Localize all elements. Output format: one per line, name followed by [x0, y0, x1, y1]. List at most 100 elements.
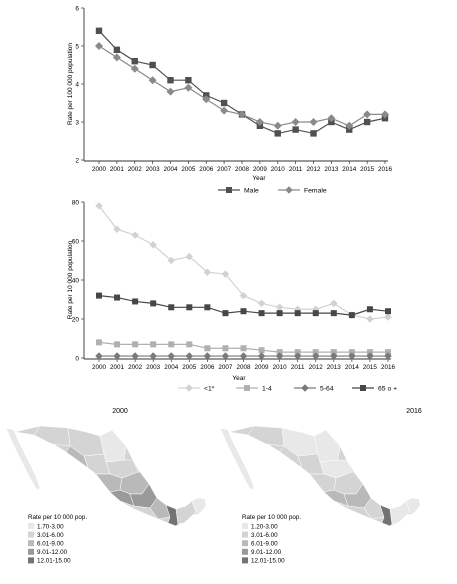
y-tick-label: 20 — [72, 316, 80, 323]
data-point — [310, 130, 317, 137]
x-tick-label: 2000 — [92, 364, 107, 371]
legend: <1* 1-4 5-64 65 o + — [178, 384, 397, 392]
x-tick-label: 2006 — [199, 166, 214, 173]
legend-label: Male — [244, 187, 259, 194]
data-point — [330, 352, 338, 360]
legend-label: 12.01-15.00 — [37, 558, 71, 565]
x-tick-label: 2002 — [128, 166, 143, 173]
x-tick-label: 2001 — [110, 364, 125, 371]
data-point — [150, 341, 157, 348]
x-tick-label: 2007 — [217, 166, 232, 173]
data-point — [273, 121, 282, 130]
data-point — [239, 291, 248, 300]
data-point — [112, 53, 121, 62]
data-point — [131, 352, 139, 360]
data-point — [258, 310, 265, 317]
map-state — [309, 473, 337, 493]
map-2016: 2016 Rate per 10 000 pop. 1.20-3.00 3.01-… — [219, 408, 422, 565]
x-tick-label: 2008 — [235, 166, 250, 173]
data-point — [240, 308, 247, 315]
x-tick-label: 2007 — [218, 364, 233, 371]
chart-age-rates: Rate per 10 000 population Year 0 20 40 60 8… — [67, 199, 397, 392]
data-point — [274, 130, 281, 137]
data-point — [293, 352, 302, 360]
y-axis-label: Rate per 10 000 population — [67, 240, 74, 319]
data-point — [113, 352, 121, 360]
legend-swatch — [242, 557, 248, 564]
data-point — [166, 87, 175, 96]
data-point — [276, 310, 283, 317]
data-point — [131, 58, 138, 65]
legend-swatch — [242, 523, 248, 529]
x-tick-label: 2014 — [342, 166, 357, 173]
x-tick-label: 2012 — [309, 364, 324, 371]
x-tick-label: 2015 — [363, 364, 378, 371]
x-tick-label: 2008 — [236, 364, 251, 371]
map-year-label: 2016 — [406, 408, 422, 415]
data-point — [366, 352, 374, 360]
x-tick-label: 2003 — [146, 364, 161, 371]
map-state — [279, 445, 303, 469]
data-point — [363, 110, 372, 119]
data-point — [203, 352, 212, 360]
legend-label: 3.01-6.00 — [37, 532, 64, 539]
y-tick-label: 0 — [75, 355, 79, 362]
map-year-label: 2000 — [112, 408, 128, 415]
map-baja-peninsula — [5, 427, 41, 491]
y-tick-label: 60 — [72, 238, 80, 245]
data-point — [113, 46, 121, 53]
y-tick-label: 2 — [75, 157, 79, 164]
data-point — [275, 303, 284, 312]
data-point — [149, 352, 157, 360]
map-legend-title: Rate per 10 000 pop. — [28, 514, 87, 521]
y-tick-label: 3 — [75, 119, 79, 126]
axes — [81, 7, 388, 164]
data-point — [185, 352, 194, 360]
data-point — [385, 308, 391, 315]
y-tick-label: 4 — [75, 81, 79, 88]
legend-label: 1-4 — [262, 385, 272, 392]
map-state — [95, 473, 123, 493]
data-point — [366, 349, 373, 356]
legend-label: Female — [304, 187, 327, 194]
data-point — [95, 27, 103, 34]
legend-marker — [360, 385, 366, 391]
data-point — [203, 268, 212, 276]
data-point — [255, 118, 264, 126]
data-point — [292, 126, 299, 133]
data-point — [168, 304, 175, 311]
data-point — [132, 298, 139, 305]
series-marks — [95, 202, 392, 360]
legend-swatch — [28, 557, 34, 564]
x-axis-label: Year — [252, 175, 266, 182]
data-point — [327, 114, 336, 123]
data-point — [257, 299, 266, 308]
data-point — [220, 99, 228, 107]
data-point — [131, 231, 139, 239]
map-baja-peninsula — [219, 427, 255, 491]
data-point — [345, 121, 354, 130]
y-tick-label: 80 — [72, 199, 80, 206]
map-state — [345, 505, 373, 520]
data-point — [95, 352, 103, 360]
map-state — [33, 425, 71, 447]
legend-label: 9.01-12.00 — [251, 549, 282, 556]
map-state — [247, 425, 285, 447]
x-tick-label: 2011 — [289, 166, 303, 173]
chart-sex-rates: Rate per 100 000 population Year 2 3 4 5 6 20… — [67, 5, 392, 194]
legend-swatch — [28, 548, 34, 555]
data-point — [221, 270, 230, 278]
series-marks — [95, 27, 389, 137]
data-point — [150, 300, 157, 307]
map-state — [65, 445, 89, 469]
data-point — [204, 345, 211, 352]
data-point — [238, 110, 246, 119]
data-point — [185, 77, 192, 84]
data-point — [204, 304, 211, 311]
x-tick-label: 2012 — [306, 166, 321, 173]
legend-label: 3.01-6.00 — [251, 532, 278, 539]
data-point — [239, 352, 248, 360]
data-point — [149, 61, 156, 69]
legend-label: <1* — [204, 385, 215, 392]
